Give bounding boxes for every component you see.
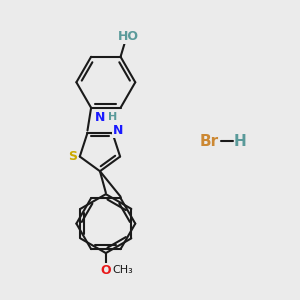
Text: Br: Br bbox=[199, 134, 218, 149]
Text: S: S bbox=[68, 150, 77, 163]
Text: H: H bbox=[108, 112, 118, 122]
Text: O: O bbox=[100, 264, 111, 277]
Text: HO: HO bbox=[117, 30, 138, 43]
Text: H: H bbox=[233, 134, 246, 149]
Text: N: N bbox=[112, 124, 123, 137]
Text: CH₃: CH₃ bbox=[112, 265, 133, 275]
Text: N: N bbox=[95, 111, 106, 124]
